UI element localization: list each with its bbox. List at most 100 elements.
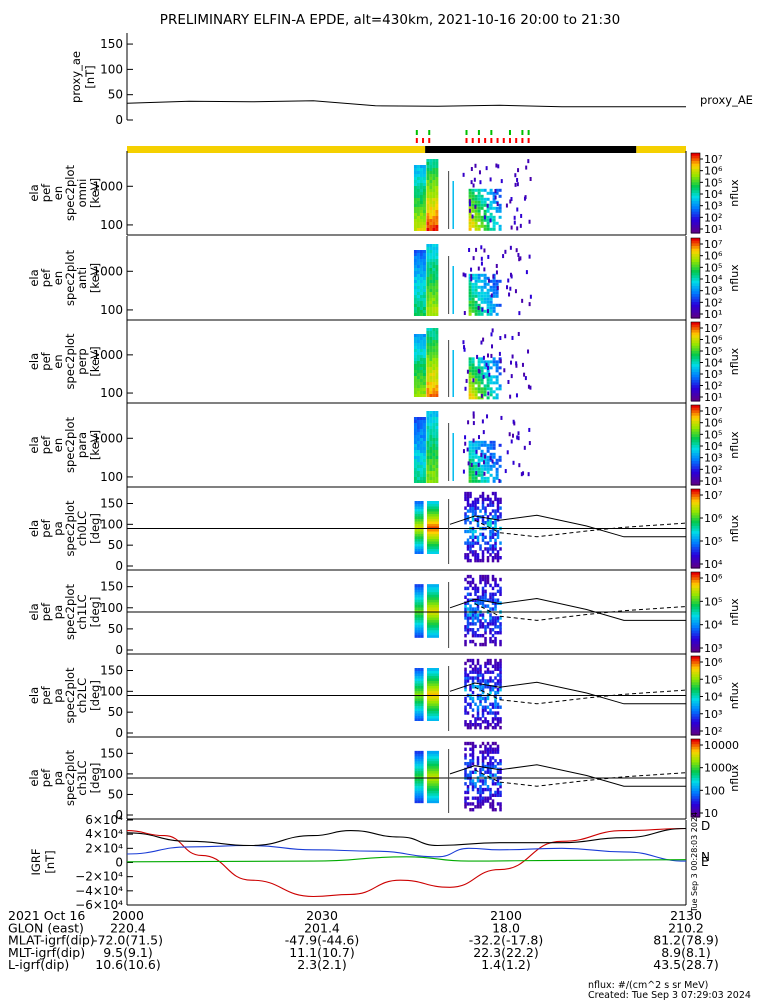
- pitch-cell: [414, 634, 418, 638]
- pitch-cell: [471, 586, 475, 591]
- spectrogram-cell: [426, 465, 430, 468]
- bar-black: [425, 146, 637, 153]
- pitch-cell: [420, 700, 424, 704]
- energy-tick-label: 100: [100, 386, 123, 400]
- spectrogram-speck: [515, 248, 518, 253]
- pitch-cell: [491, 558, 495, 563]
- spectrogram-cell: [429, 195, 433, 198]
- colorbar-cell: [691, 788, 700, 792]
- spectrogram-cell: [419, 222, 423, 225]
- pitch-cell: [481, 773, 485, 777]
- pitch-cell: [496, 598, 500, 602]
- spectrogram-speck: [497, 164, 500, 169]
- pitch-cell: [499, 670, 502, 674]
- spectrogram-cell: [480, 443, 484, 447]
- spectrogram-speck: [489, 456, 492, 461]
- pitch-cell: [417, 543, 421, 547]
- panel-ylabel: ela: [27, 520, 41, 537]
- spectrogram-cell: [419, 274, 423, 277]
- pitch-cell: [417, 511, 421, 514]
- spectrogram-cell: [422, 361, 426, 364]
- spectrogram-cell: [429, 417, 433, 420]
- pitch-cell: [464, 556, 467, 560]
- pitch-cell: [489, 787, 492, 792]
- spectrogram-cell: [426, 394, 430, 397]
- spectrogram-cell: [471, 218, 475, 222]
- spectrogram-cell: [468, 297, 472, 301]
- panel-ylabel: pa: [51, 771, 65, 785]
- pitch-cell: [435, 541, 439, 544]
- colorbar-tick-label: 10⁶: [704, 572, 723, 585]
- spectrogram-cell: [419, 438, 423, 441]
- colorbar-cell: [691, 633, 700, 637]
- spectrogram-cell: [422, 253, 426, 256]
- pitch-cell: [426, 690, 430, 694]
- spectrogram-cell: [477, 372, 481, 376]
- pitch-cell: [432, 675, 436, 679]
- colorbar-cell: [691, 185, 700, 189]
- spectrogram-speck: [510, 360, 513, 365]
- pitch-cell: [432, 708, 436, 711]
- pitch-cell: [489, 708, 492, 712]
- colorbar-cell: [691, 778, 700, 782]
- colorbar-cell: [691, 434, 700, 438]
- pitch-cell: [471, 685, 475, 689]
- spectrogram-cell: [426, 388, 430, 391]
- pitch-cell: [499, 628, 502, 632]
- spectrogram-cell: [432, 385, 436, 388]
- pitch-cell: [496, 717, 500, 721]
- spectrogram-speck: [479, 180, 482, 185]
- pitch-cell: [494, 509, 497, 513]
- spectrogram-cell: [426, 222, 430, 225]
- spectrogram-cell: [416, 391, 420, 394]
- spectrogram-speck: [529, 385, 532, 390]
- pitch-cell: [464, 518, 467, 522]
- spectrogram-cell: [432, 432, 436, 435]
- spectrogram-speck: [514, 182, 517, 187]
- spectrogram-cell: [483, 200, 487, 204]
- spectrogram-cell: [413, 349, 417, 352]
- spectrogram-cell: [435, 219, 439, 222]
- spectrogram-cell: [416, 471, 420, 474]
- pitch-cell: [435, 627, 439, 631]
- colorbar-cell: [691, 780, 700, 784]
- spectrogram-cell: [419, 304, 423, 307]
- pitch-cell: [435, 678, 439, 681]
- spectrogram-cell: [468, 393, 472, 397]
- pitch-cell: [420, 750, 424, 754]
- pitch-cell: [429, 586, 433, 590]
- colorbar-cell: [691, 692, 700, 697]
- spectrogram-cell: [432, 304, 436, 307]
- spectrogram-cell: [419, 358, 423, 361]
- pitch-cell: [476, 796, 480, 800]
- spectrogram-cell: [489, 464, 493, 468]
- pitch-cell: [481, 616, 485, 620]
- spectrogram-cell: [419, 313, 423, 316]
- pitch-cell: [474, 586, 477, 591]
- pitch-cell: [432, 765, 436, 769]
- spectrogram-cell: [419, 420, 423, 423]
- pitch-cell: [426, 768, 430, 772]
- spectrogram-cell: [429, 447, 433, 450]
- spectrogram-cell: [432, 216, 436, 219]
- panel-ylabel: pef: [39, 685, 53, 704]
- colorbar-cell: [691, 324, 700, 328]
- spectrogram-speck: [494, 195, 497, 200]
- colorbar-cell: [691, 752, 700, 756]
- spectrogram-cell: [413, 382, 417, 385]
- pitch-cell: [414, 678, 418, 681]
- pitch-cell: [429, 787, 433, 791]
- spectrogram-cell: [413, 355, 417, 358]
- pitch-cell: [426, 503, 430, 507]
- pitch-cell: [417, 627, 421, 631]
- spectrogram-speck: [489, 177, 492, 182]
- spectrogram-cell: [422, 210, 426, 213]
- spectrogram-cell: [432, 259, 436, 262]
- pitch-cell: [494, 631, 497, 635]
- pitch-cell: [491, 679, 495, 683]
- pitch-cell: [426, 773, 430, 777]
- pitch-cell: [471, 639, 475, 644]
- spectrogram-speck: [515, 361, 518, 366]
- panel-ylabel: ch1LC: [75, 594, 89, 629]
- pitch-cell: [432, 516, 436, 519]
